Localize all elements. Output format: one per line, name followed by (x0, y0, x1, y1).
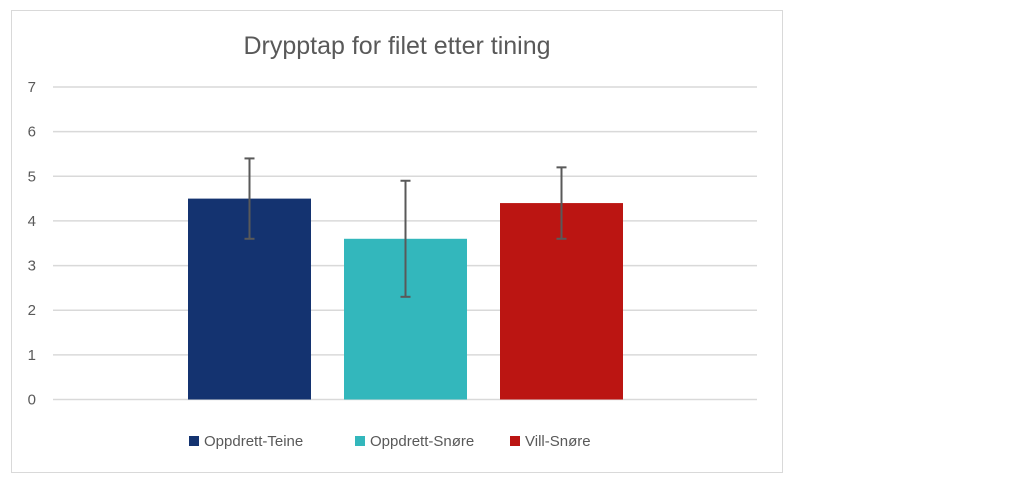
y-tick-label: 7 (28, 79, 36, 96)
error-bar (556, 166, 567, 240)
y-tick-label: 5 (28, 168, 36, 185)
legend-swatch (510, 436, 520, 446)
legend-label: Oppdrett-Snøre (370, 433, 474, 450)
y-tick-label: 0 (28, 392, 36, 409)
legend-label: Oppdrett-Teine (204, 433, 303, 450)
legend-label: Vill-Snøre (525, 433, 591, 450)
y-tick-label: 2 (28, 302, 36, 319)
legend-swatch (189, 436, 199, 446)
chart-title: Drypptap for filet etter tining (243, 32, 550, 60)
y-tick-label: 6 (28, 124, 36, 141)
y-tick-label: 3 (28, 258, 36, 275)
error-bar (244, 157, 255, 240)
legend-swatch (355, 436, 365, 446)
error-bar (400, 179, 411, 298)
y-tick-label: 4 (28, 213, 36, 230)
y-tick-label: 1 (28, 347, 36, 364)
